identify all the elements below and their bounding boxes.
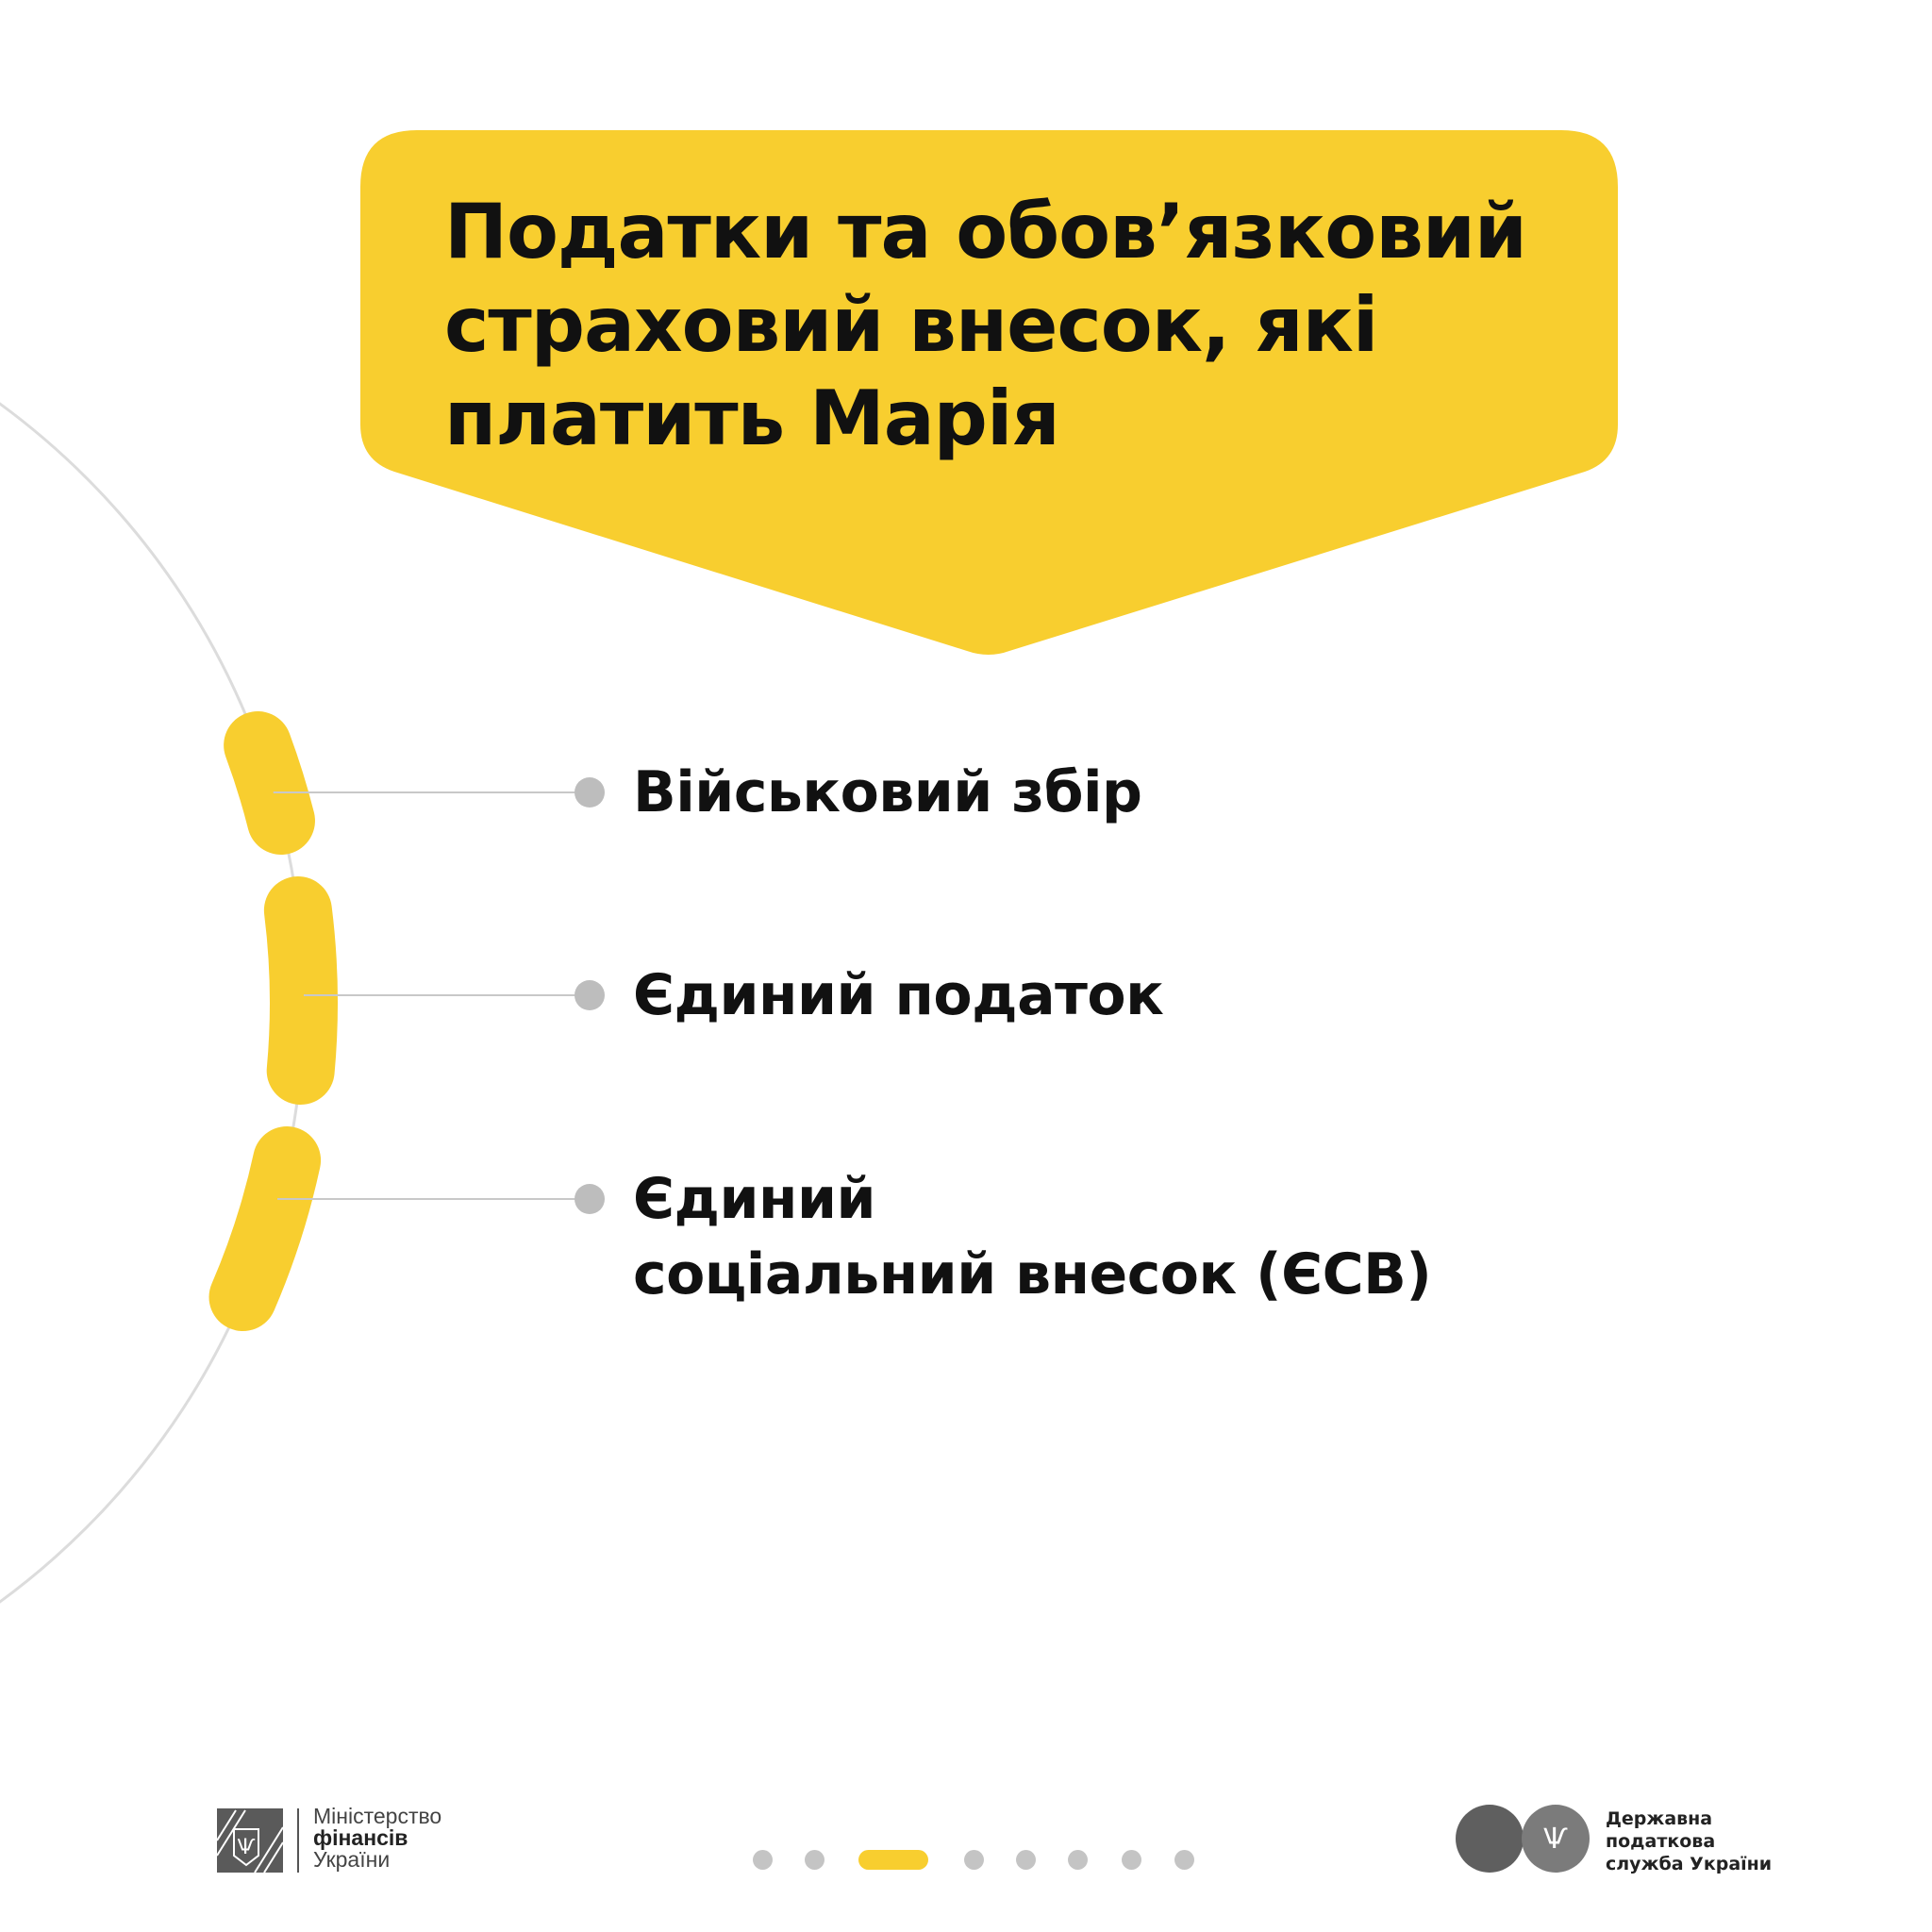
ministry-logo-icon: Ѱ <box>217 1808 283 1873</box>
page-indicator-dot[interactable] <box>1015 1850 1036 1870</box>
yellow-segment-1 <box>224 711 315 855</box>
list-item-single-tax: Єдиний податок <box>633 962 1164 1028</box>
logo-divider <box>297 1808 299 1873</box>
tax-service-line3: служба України <box>1606 1854 1773 1874</box>
page-title: Податки та обов’язковий страховий внесок… <box>444 188 1527 462</box>
yellow-segment-3 <box>208 1126 322 1331</box>
title-banner <box>360 130 1618 655</box>
bullet-dot <box>575 980 605 1010</box>
bullet-dot <box>575 1184 605 1214</box>
page-indicator-active[interactable] <box>858 1850 928 1870</box>
page-indicator-dot[interactable] <box>1067 1850 1088 1870</box>
tax-service-line2: податкова <box>1606 1831 1716 1852</box>
list-item-military-levy: Військовий збір <box>633 759 1142 825</box>
svg-text:Ѱ: Ѱ <box>1543 1823 1568 1856</box>
page-indicator-dot[interactable] <box>1121 1850 1141 1870</box>
tax-service-line1: Державна <box>1606 1808 1713 1829</box>
ministry-line1: Міністерство <box>313 1804 442 1828</box>
page-indicator-dot[interactable] <box>752 1850 773 1870</box>
decorative-arc <box>0 402 306 1604</box>
tax-service-logo-icon: Ѱ <box>1456 1805 1590 1873</box>
page-indicator-dot[interactable] <box>963 1850 984 1870</box>
list-item-social-contribution: Єдиний соціальний внесок (ЄСВ) <box>633 1166 1432 1307</box>
ministry-name: Міністерство фінансів України <box>313 1806 441 1871</box>
page-indicator-dot[interactable] <box>804 1850 824 1870</box>
ministry-line2: фінансів <box>313 1825 408 1850</box>
tax-service-name: Державна податкова служба України <box>1606 1807 1772 1875</box>
bullet-dot <box>575 777 605 808</box>
svg-text:Ѱ: Ѱ <box>238 1836 256 1859</box>
ministry-line3: України <box>313 1847 391 1872</box>
yellow-segment-2 <box>263 876 338 1105</box>
page-indicator-dot[interactable] <box>1174 1850 1194 1870</box>
